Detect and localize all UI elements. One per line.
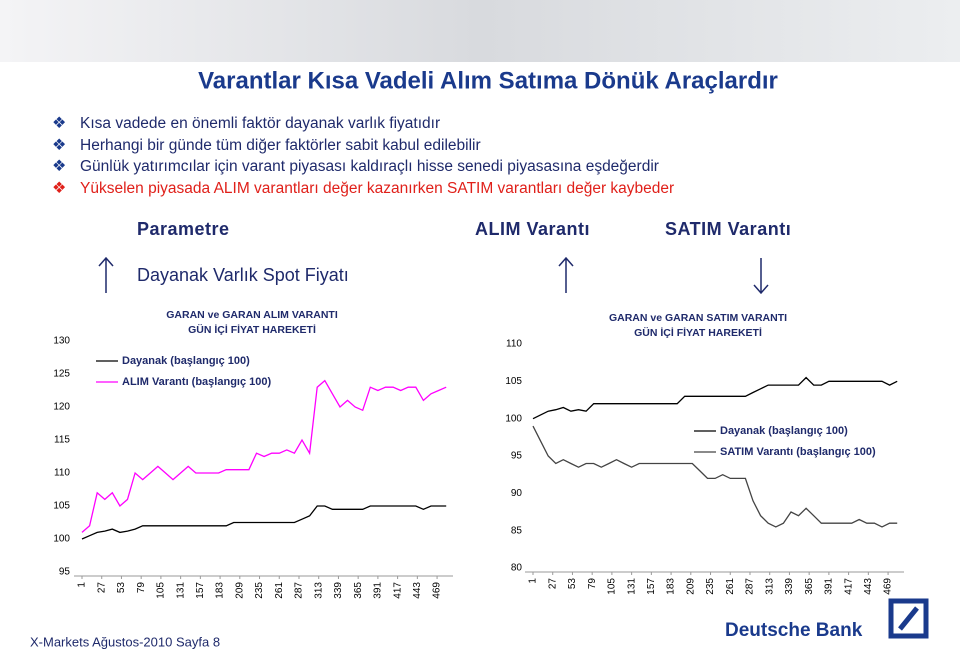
- bullet-text: Günlük yatırımcılar için varant piyasası…: [80, 158, 659, 175]
- x-tick-label: 27: [547, 578, 558, 590]
- bullet-text: Yükselen piyasada ALIM varantları değer …: [80, 180, 674, 197]
- x-tick-label: 417: [843, 578, 854, 595]
- x-tick-label: 469: [432, 582, 443, 599]
- series-line: [81, 505, 447, 540]
- x-tick-label: 183: [215, 582, 226, 599]
- y-tick-label: 110: [506, 339, 522, 350]
- banner: [0, 0, 960, 62]
- row-label: Dayanak Varlık Spot Fiyatı: [137, 265, 349, 285]
- brand-name: Deutsche Bank: [725, 620, 863, 641]
- x-tick-label: 53: [116, 582, 127, 594]
- x-tick-label: 365: [804, 578, 815, 595]
- x-tick-label: 443: [412, 582, 423, 599]
- x-tick-label: 209: [234, 582, 245, 599]
- column-header: Parametre: [137, 219, 230, 239]
- bullet-icon: ❖: [52, 137, 66, 154]
- chart-title: GARAN ve GARAN ALIM VARANTI: [166, 309, 338, 321]
- x-tick-label: 79: [136, 582, 147, 594]
- y-tick-label: 95: [59, 567, 71, 578]
- x-tick-label: 79: [587, 578, 598, 590]
- footer-text: X-Markets Ağustos-2010 Sayfa 8: [30, 634, 220, 649]
- legend-label: Dayanak (başlangıç 100): [720, 425, 848, 437]
- bullet-text: Kısa vadede en önemli faktör dayanak var…: [80, 115, 440, 132]
- x-tick-label: 391: [824, 578, 835, 595]
- y-tick-label: 90: [511, 488, 523, 499]
- bullet-icon: ❖: [52, 115, 66, 132]
- banner-edge: [0, 62, 960, 66]
- bullet-text: Herhangi bir günde tüm diğer faktörler s…: [80, 137, 481, 154]
- x-tick-label: 157: [646, 578, 657, 595]
- x-tick-label: 469: [883, 578, 894, 595]
- x-tick-label: 1: [77, 582, 88, 588]
- x-tick-label: 417: [392, 582, 403, 599]
- y-tick-label: 100: [53, 534, 70, 545]
- up-arrow: [558, 256, 574, 293]
- x-tick-label: 183: [666, 578, 677, 595]
- x-tick-label: 339: [784, 578, 795, 595]
- brand-logo: [888, 598, 929, 639]
- y-tick-label: 110: [54, 468, 70, 479]
- chart: GARAN ve GARAN ALIM VARANTI GÜN İÇİ FİYAT…: [53, 309, 453, 599]
- down-arrow: [753, 258, 769, 295]
- parameter-table: Parametre ALIM Varantı SATIM Varantı Day…: [98, 219, 791, 295]
- x-tick-label: 287: [294, 582, 305, 599]
- x-tick-label: 313: [764, 578, 775, 595]
- y-tick-label: 80: [511, 563, 523, 574]
- y-tick-label: 105: [505, 376, 522, 387]
- legend-label: Dayanak (başlangıç 100): [122, 355, 250, 367]
- bullet-icon: ❖: [52, 180, 66, 197]
- chart-subtitle: GÜN İÇİ FİYAT HAREKETİ: [634, 326, 762, 339]
- y-tick-label: 95: [511, 451, 523, 462]
- x-tick-label: 235: [254, 582, 265, 599]
- x-tick-label: 391: [373, 582, 384, 599]
- up-arrow: [98, 256, 114, 293]
- series-line: [532, 376, 898, 420]
- x-tick-label: 313: [313, 582, 324, 599]
- x-tick-label: 443: [863, 578, 874, 595]
- legend-label: SATIM Varantı (başlangıç 100): [720, 446, 876, 458]
- x-tick-label: 27: [96, 582, 107, 594]
- y-tick-label: 130: [53, 336, 70, 347]
- y-tick-label: 105: [53, 501, 70, 512]
- x-tick-label: 157: [195, 582, 206, 599]
- legend-label: ALIM Varantı (başlangıç 100): [122, 376, 271, 388]
- x-tick-label: 1: [528, 578, 539, 584]
- x-tick-label: 131: [626, 578, 637, 595]
- y-tick-label: 115: [54, 435, 70, 446]
- x-tick-label: 365: [353, 582, 364, 599]
- bullet-icon: ❖: [52, 158, 66, 175]
- x-tick-label: 105: [156, 582, 167, 599]
- x-tick-label: 131: [175, 582, 186, 599]
- column-header: SATIM Varantı: [665, 219, 791, 239]
- column-header: ALIM Varantı: [475, 219, 590, 239]
- y-tick-label: 85: [511, 525, 523, 536]
- series-line: [81, 379, 447, 533]
- chart: GARAN ve GARAN SATIM VARANTI GÜN İÇİ FİYA…: [505, 312, 904, 595]
- x-tick-label: 53: [567, 578, 578, 590]
- y-tick-label: 125: [53, 369, 70, 380]
- x-tick-label: 209: [685, 578, 696, 595]
- x-tick-label: 261: [725, 578, 736, 595]
- slide-title: Varantlar Kısa Vadeli Alım Satıma Dönük …: [198, 67, 778, 94]
- chart-title: GARAN ve GARAN SATIM VARANTI: [609, 312, 787, 324]
- x-tick-label: 105: [607, 578, 618, 595]
- y-tick-label: 120: [53, 402, 70, 413]
- x-tick-label: 287: [745, 578, 756, 595]
- x-tick-label: 339: [333, 582, 344, 599]
- x-tick-label: 235: [705, 578, 716, 595]
- x-tick-label: 261: [274, 582, 285, 599]
- series-line: [532, 425, 898, 528]
- y-tick-label: 100: [505, 413, 522, 424]
- chart-subtitle: GÜN İÇİ FİYAT HAREKETİ: [188, 323, 316, 336]
- bullets: ❖ ❖ ❖ ❖ Kısa vadede en önemli faktör day…: [52, 115, 674, 197]
